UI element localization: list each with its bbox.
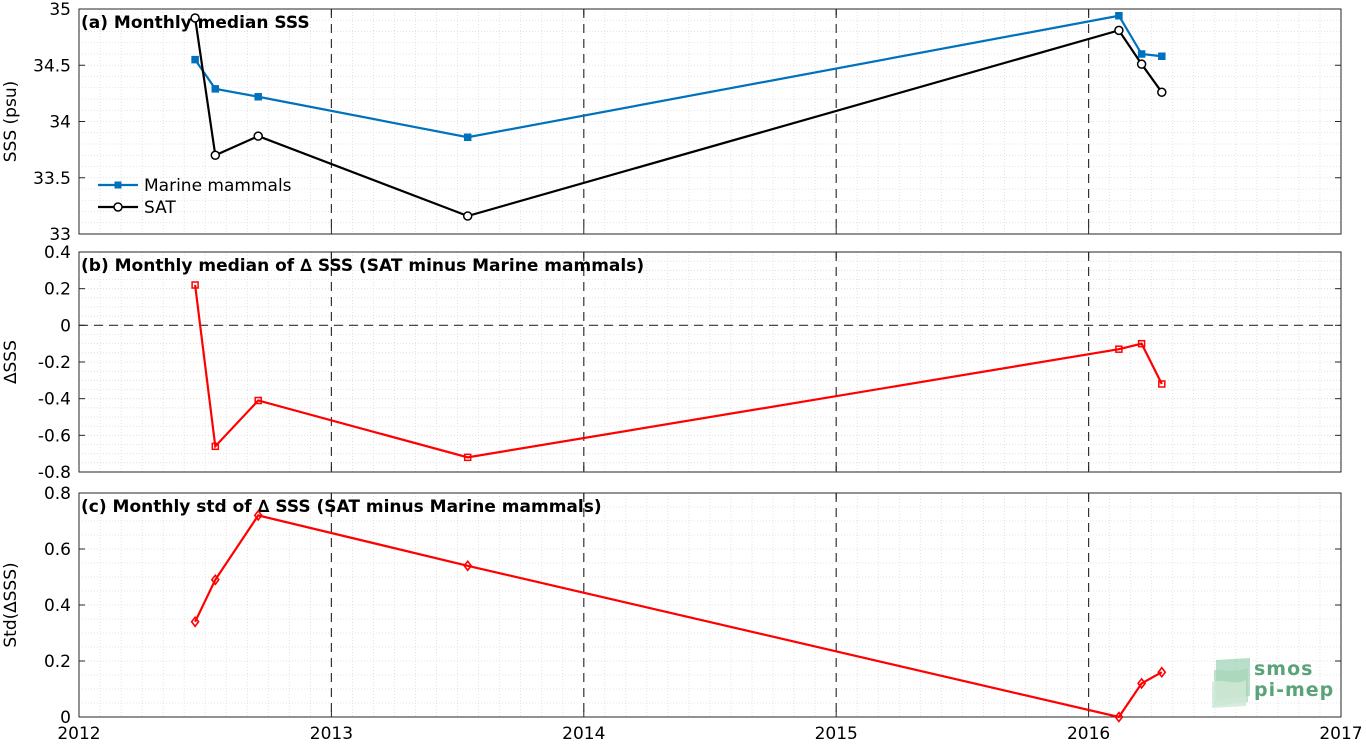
data-point — [1158, 380, 1166, 388]
y-tick-label: 0.6 — [44, 540, 71, 560]
data-point — [210, 150, 221, 160]
data-point — [462, 211, 473, 221]
data-point — [1137, 677, 1147, 690]
y-tick-label: 0.4 — [44, 243, 71, 263]
panel-title: (b) Monthly median of ∆ SSS (SAT minus M… — [81, 256, 644, 276]
panel-title: (c) Monthly std of ∆ SSS (SAT minus Mari… — [81, 497, 602, 517]
data-point — [1158, 52, 1166, 60]
data-point — [190, 615, 200, 628]
logo-text-smos: smos — [1254, 658, 1314, 680]
data-point — [463, 133, 472, 141]
series-line — [194, 514, 1163, 719]
chart-panel-c: 0 0.2 0.4 0.6 0.8 2012 2013 2014 2015 2016 2017 Std… — [1, 484, 1363, 744]
data-point — [190, 13, 200, 23]
data-point — [254, 93, 262, 101]
data-point — [463, 559, 473, 572]
data-point — [1114, 25, 1124, 36]
chart-panel-b: -0.8 -0.6 -0.4 -0.2 0 0.2 0.4 ∆SSS (b) Monthly m… — [1, 243, 1342, 483]
data-point — [1137, 339, 1146, 348]
y-tick-label: 0.4 — [44, 596, 71, 616]
y-tick-label: 0.2 — [44, 652, 71, 672]
y-tick-label: 0.8 — [44, 484, 71, 504]
smos-pi-mep-logo: smos pi-mep — [1212, 656, 1342, 708]
data-point — [211, 442, 220, 451]
data-point — [1115, 345, 1123, 353]
x-tick-label: 2012 — [57, 724, 100, 744]
y-tick-label: 0 — [60, 708, 71, 728]
legend-marker — [114, 181, 122, 189]
logo-waves-icon — [1212, 658, 1250, 708]
data-point — [463, 453, 472, 462]
y-tick-label: 35 — [49, 0, 71, 20]
y-tick-label: -0.2 — [38, 353, 71, 373]
y-tick-label: -0.6 — [38, 426, 71, 446]
logo-text-pi-mep: pi-mep — [1254, 679, 1335, 701]
y-tick-label: 34.5 — [33, 56, 71, 76]
data-point — [1137, 50, 1146, 58]
series-line — [194, 284, 1163, 459]
y-tick-label: 0.2 — [44, 280, 71, 300]
y-tick-label: 0 — [60, 316, 71, 336]
data-point — [1157, 666, 1167, 679]
data-point — [191, 55, 199, 64]
x-tick-label: 2013 — [310, 724, 353, 744]
y-tick-label: 34 — [49, 113, 71, 133]
x-tick-label: 2015 — [815, 724, 858, 744]
data-point — [210, 573, 220, 586]
legend-marker — [113, 202, 123, 212]
data-point — [253, 509, 263, 522]
x-tick-label: 2017 — [1319, 724, 1362, 744]
y-axis-label: Std(∆SSS) — [1, 562, 21, 647]
data-point — [254, 396, 262, 405]
y-tick-label: -0.4 — [38, 390, 71, 410]
data-point — [1136, 59, 1147, 69]
data-point — [253, 131, 263, 141]
y-tick-label: 33 — [49, 225, 71, 245]
data-point — [191, 281, 199, 289]
legend-entry: SAT — [144, 198, 176, 218]
y-tick-label: 33.5 — [33, 169, 71, 189]
x-tick-label: 2016 — [1067, 724, 1110, 744]
x-tick-label: 2014 — [562, 724, 605, 744]
series-line — [194, 17, 1163, 218]
data-point — [211, 85, 220, 93]
y-axis-label: SSS (psu) — [1, 81, 21, 162]
y-axis-label: ∆SSS — [1, 340, 21, 385]
data-point — [1114, 711, 1124, 723]
legend-entry: Marine mammals — [144, 176, 292, 196]
data-point — [1115, 12, 1123, 20]
data-point — [1157, 87, 1167, 97]
y-tick-label: -0.8 — [38, 463, 71, 483]
